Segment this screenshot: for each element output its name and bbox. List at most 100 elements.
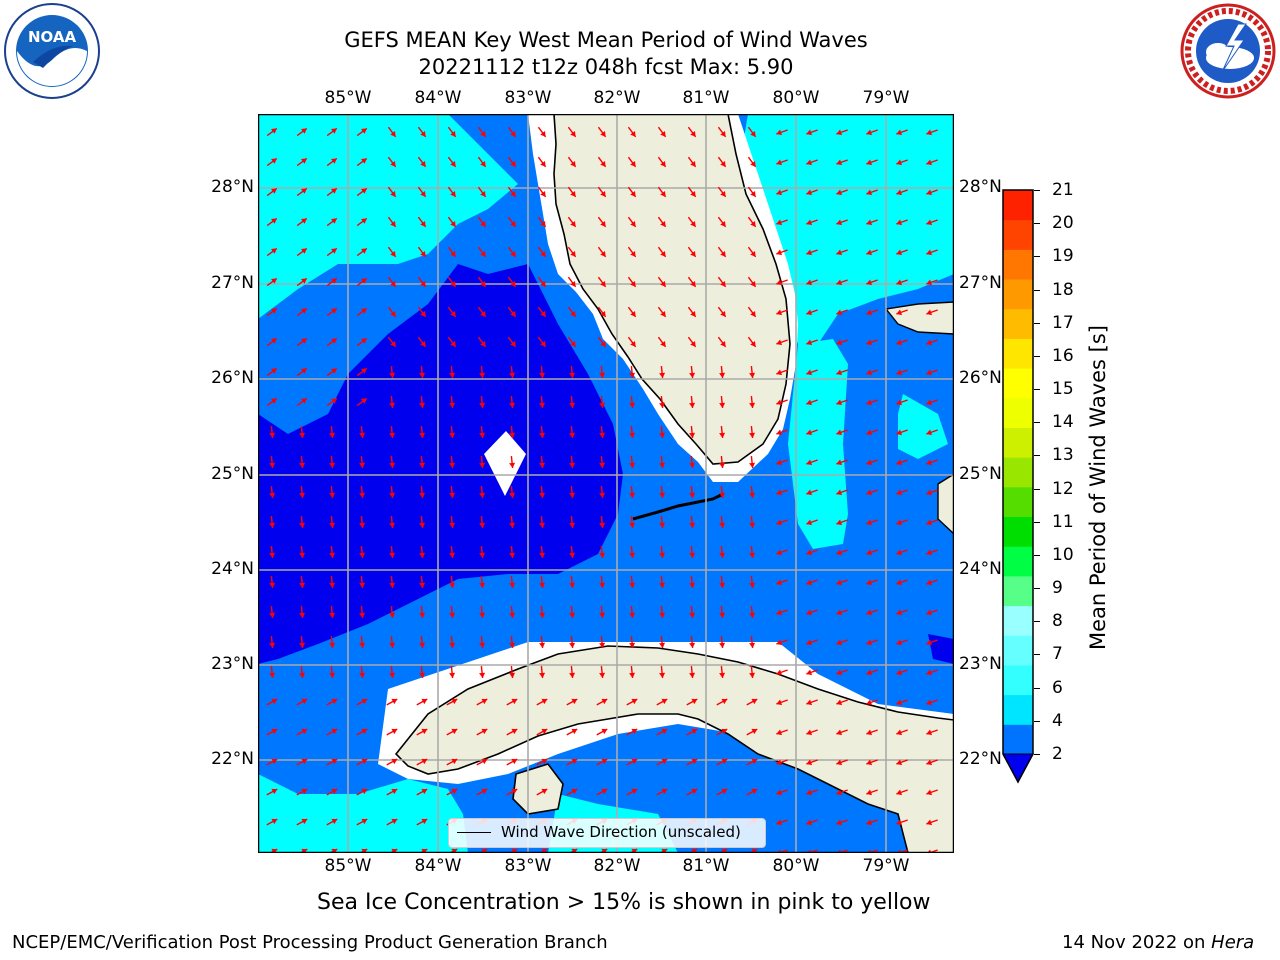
colorbar-tick-label: 19	[1052, 246, 1074, 267]
wave-arrow-head	[776, 519, 783, 526]
lat-label-right: 27°N	[959, 273, 1002, 293]
wave-arrow-head	[479, 492, 486, 498]
wave-arrow-head	[836, 549, 843, 556]
lon-label-top: 85°W	[324, 88, 372, 108]
colorbar-tick-label: 6	[1052, 677, 1063, 698]
wave-arrow-head	[659, 522, 666, 528]
wave-arrow-head	[479, 672, 486, 678]
footer-date: 14 Nov 2022 on Hera	[1062, 932, 1254, 953]
wave-arrow-head	[361, 818, 368, 825]
wave-arrow-head	[599, 552, 606, 558]
wave-arrow-head	[570, 281, 576, 287]
wave-arrow-head	[421, 728, 428, 735]
wave-arrow-head	[750, 221, 756, 227]
wave-arrow-head	[751, 758, 758, 765]
wave-arrow-head	[629, 492, 636, 498]
wave-arrow-head	[926, 579, 933, 586]
wave-arrow-head	[836, 249, 843, 256]
wave-arrow-head	[570, 251, 576, 257]
wave-arrow-head	[600, 311, 606, 317]
wave-arrow-head	[661, 788, 668, 795]
wave-arrow-head	[806, 459, 813, 466]
wave-arrow-head	[659, 432, 666, 438]
colorbar-bin	[1003, 516, 1033, 547]
lon-label-top: 84°W	[414, 88, 462, 108]
wave-arrow-head	[866, 699, 873, 706]
wave-arrow-head	[479, 462, 486, 468]
wave-arrow-head	[720, 341, 726, 347]
wave-arrow-head	[419, 612, 426, 618]
lon-label-top: 83°W	[504, 88, 552, 108]
wave-arrow-head	[541, 698, 548, 705]
wave-arrow-head	[479, 372, 486, 378]
wave-arrow-head	[806, 189, 813, 196]
wave-arrow-head	[629, 582, 636, 588]
wave-arrow-head	[331, 278, 337, 284]
wave-arrow-head	[421, 848, 428, 853]
wave-arrow-head	[630, 311, 636, 317]
wave-arrow-head	[806, 729, 813, 736]
colorbar-tick-label: 20	[1052, 213, 1074, 234]
wave-arrow-head	[329, 492, 336, 498]
wave-arrow-head	[749, 432, 756, 438]
wave-arrow-head	[301, 248, 307, 254]
noaa-logo: NOAA	[3, 2, 101, 100]
wave-arrow-head	[806, 759, 813, 766]
wave-arrow-head	[599, 432, 606, 438]
wave-arrow-head	[866, 309, 873, 316]
wave-arrow-head	[749, 672, 756, 678]
wave-arrow-head	[419, 492, 426, 498]
wave-arrow-head	[571, 698, 578, 705]
wave-arrow-head	[391, 848, 398, 853]
wave-arrow-head	[689, 462, 696, 468]
wave-arrow-head	[539, 672, 546, 678]
wave-arrow-head	[836, 459, 843, 466]
wave-arrow-head	[896, 549, 903, 556]
wave-arrow-head	[719, 552, 726, 558]
wave-arrow-head	[806, 789, 813, 796]
footer-date-text: 14 Nov 2022 on	[1062, 932, 1212, 953]
colorbar-bin	[1003, 368, 1033, 399]
wave-arrow-head	[389, 672, 396, 678]
wave-arrow-head	[480, 161, 486, 167]
wave-arrow-head	[599, 612, 606, 618]
wave-arrow-head	[301, 128, 307, 134]
colorbar-bin	[1003, 190, 1033, 221]
wave-arrow-head	[299, 432, 306, 438]
wave-arrow-head	[451, 698, 458, 705]
wave-arrow-head	[689, 552, 696, 558]
wave-arrow-head	[836, 279, 843, 286]
lon-label-bottom: 79°W	[862, 856, 910, 876]
colorbar-label: Mean Period of Wind Waves [s]	[1086, 325, 1110, 650]
wave-arrow-head	[660, 251, 666, 257]
colorbar-bin	[1003, 338, 1033, 369]
wave-arrow-head	[271, 758, 278, 765]
wave-arrow-head	[926, 249, 933, 256]
wave-arrow-head	[269, 462, 276, 468]
colorbar-bin	[1003, 279, 1033, 310]
wave-arrow-head	[569, 492, 576, 498]
wave-arrow-head	[509, 552, 516, 558]
wave-arrow-head	[509, 492, 516, 498]
wave-arrow-head	[721, 758, 728, 765]
wave-arrow-head	[866, 429, 873, 436]
wave-arrow-head	[866, 489, 873, 496]
wave-arrow-head	[451, 788, 458, 795]
wave-arrow-head	[569, 402, 576, 408]
wave-arrow-head	[449, 552, 456, 558]
wave-arrow-head	[389, 582, 396, 588]
wave-arrow-head	[389, 372, 396, 378]
wave-arrow-head	[776, 789, 783, 796]
wave-arrow-head	[540, 341, 546, 347]
wave-arrow-head	[331, 308, 337, 314]
wave-arrow-head	[539, 612, 546, 618]
wave-arrow-head	[389, 642, 396, 648]
wave-arrow-head	[570, 311, 576, 317]
wave-arrow-head	[481, 728, 488, 735]
wave-arrow-head	[896, 129, 903, 136]
wave-arrow-head	[539, 462, 546, 468]
wave-arrow-head	[301, 758, 308, 765]
wave-arrow-head	[450, 311, 456, 317]
wave-arrow-head	[361, 188, 367, 194]
wave-arrow-head	[690, 161, 696, 167]
